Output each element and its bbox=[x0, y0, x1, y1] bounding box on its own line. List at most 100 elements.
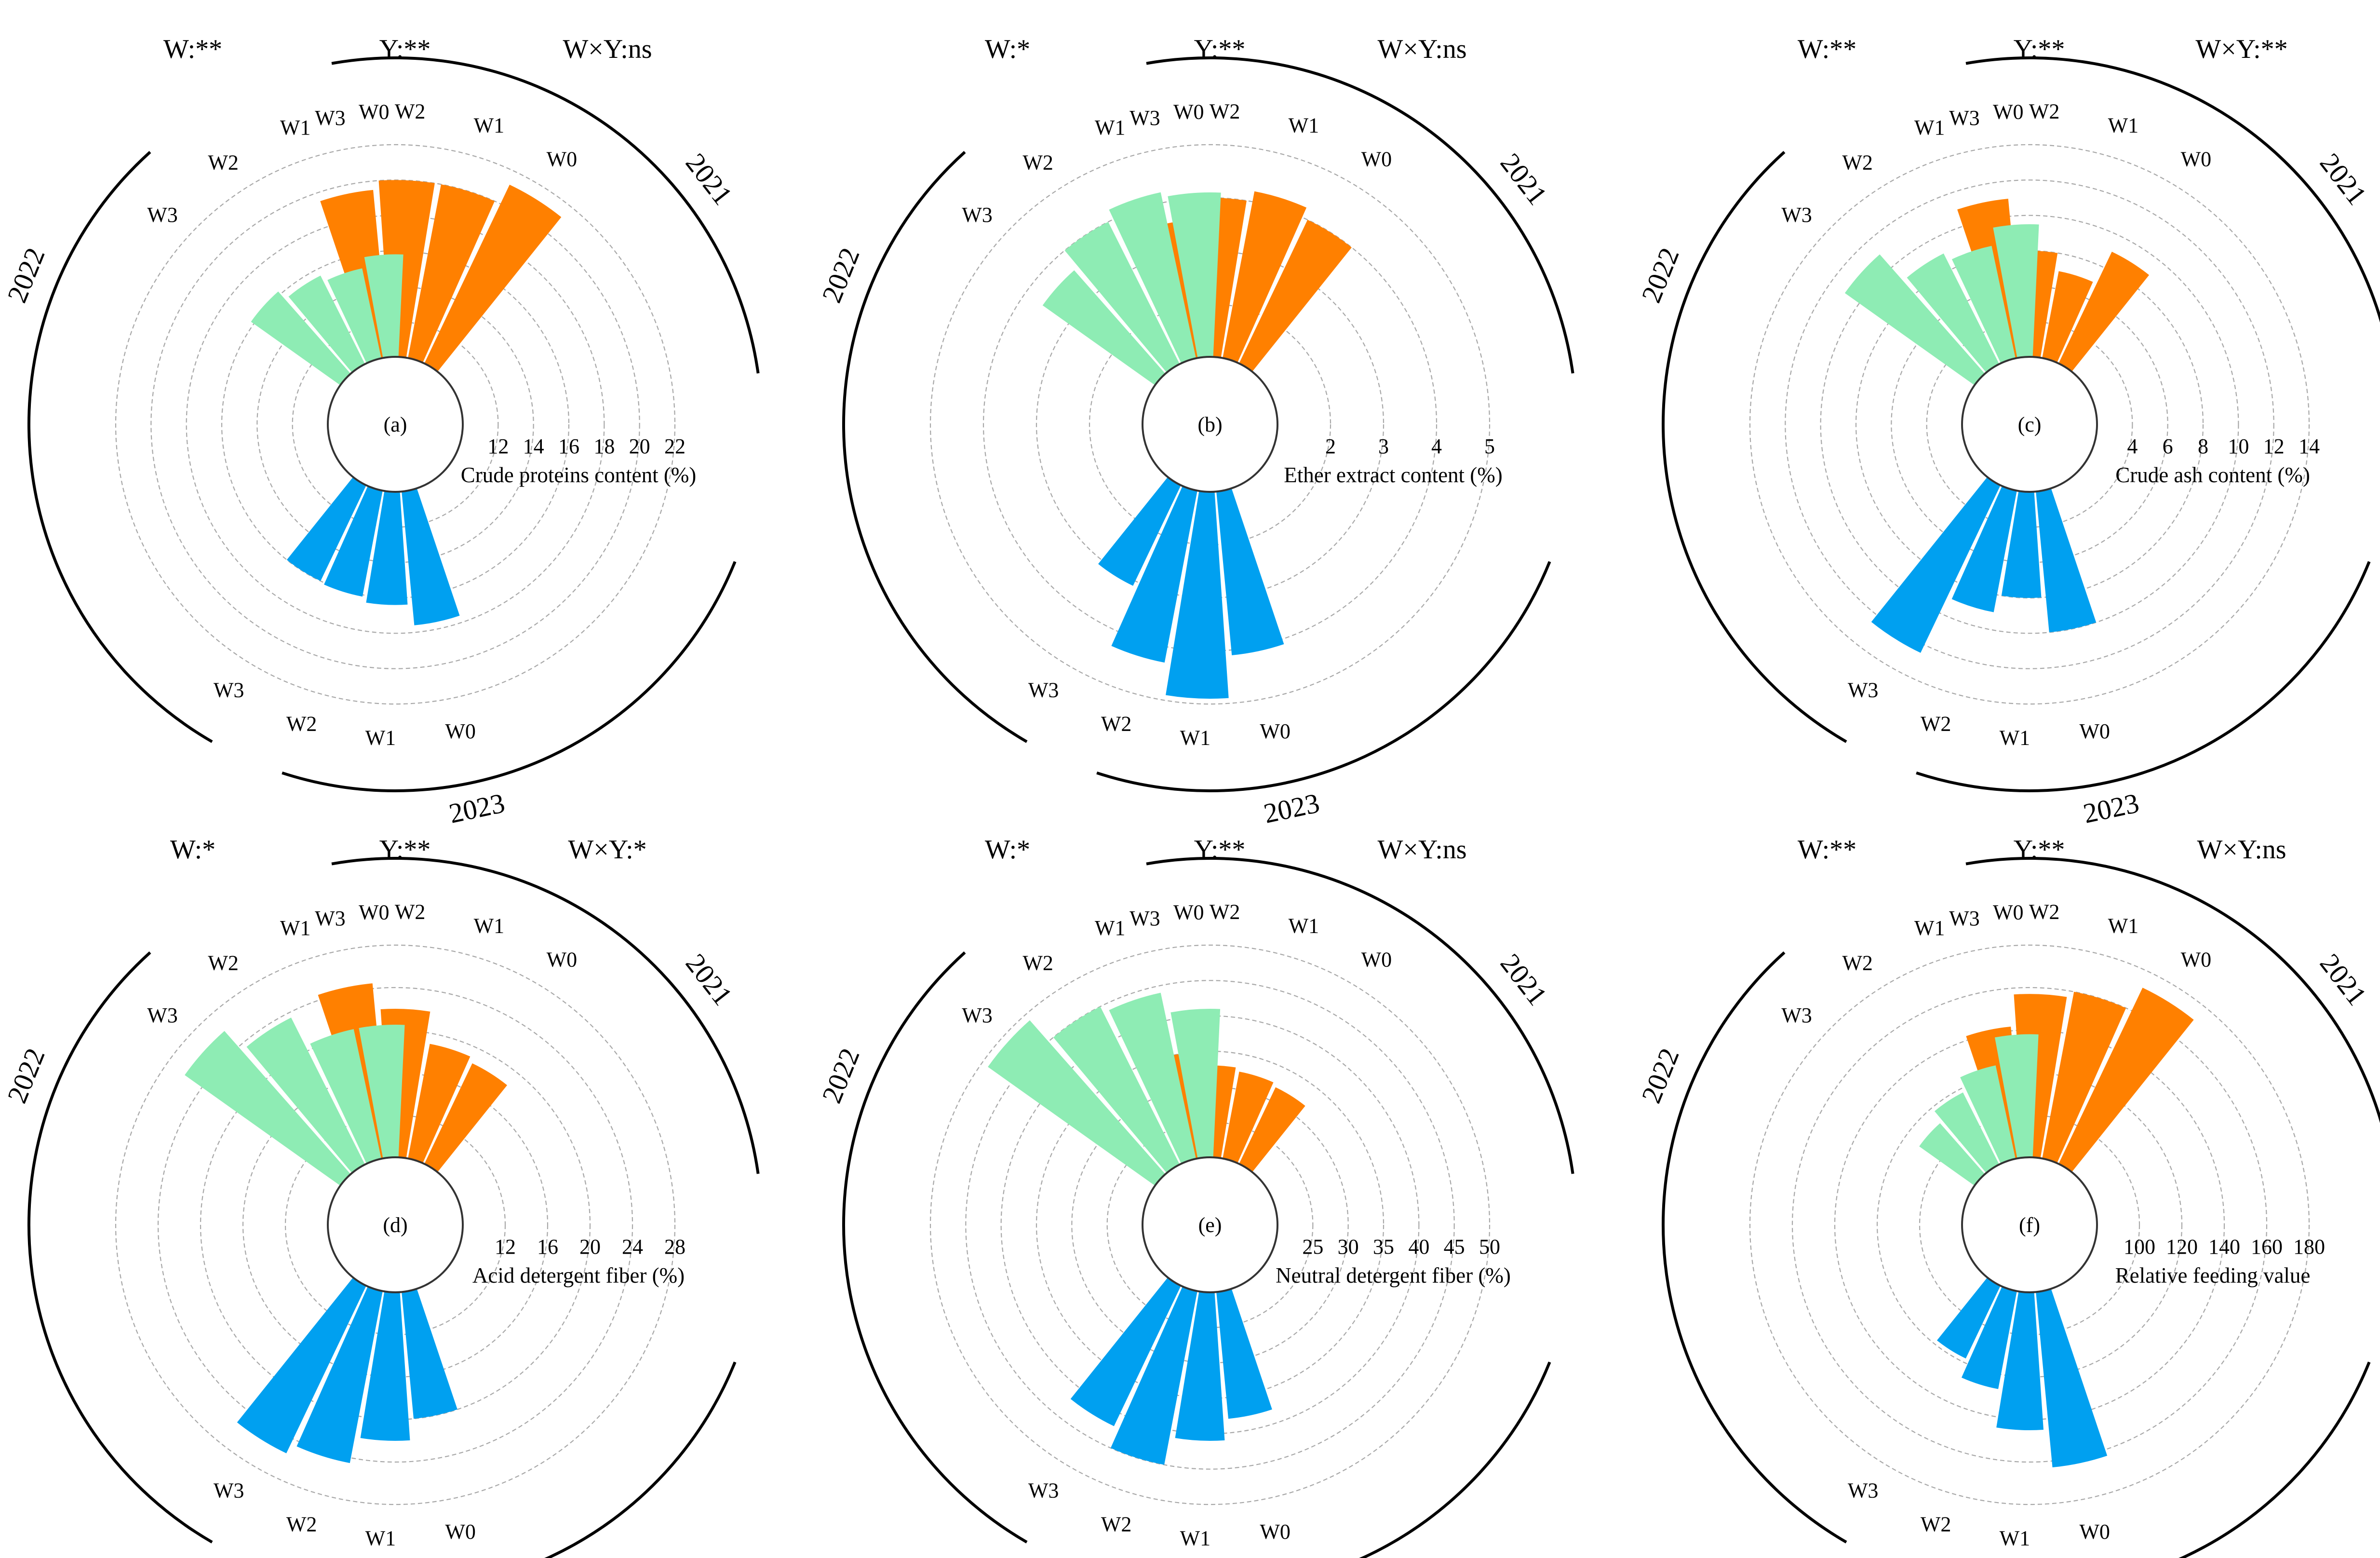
category-label: W3 bbox=[147, 1003, 178, 1027]
bar-2022-W1 bbox=[2001, 491, 2042, 598]
bar-2023-W3 bbox=[185, 1030, 351, 1186]
category-label: W0 bbox=[1260, 1520, 1291, 1544]
bar-2023-W0 bbox=[1994, 1034, 2039, 1159]
radial-tick-label: 4 bbox=[2127, 434, 2138, 458]
panel-label: (b) bbox=[1197, 413, 1222, 436]
radial-tick-label: 14 bbox=[523, 434, 544, 458]
grid-circle bbox=[150, 179, 640, 669]
year-label: 2021 bbox=[1494, 148, 1554, 211]
bar-2023-W1 bbox=[1109, 992, 1196, 1164]
bar-2022-W0 bbox=[1216, 1288, 1272, 1419]
significance-label: Y:** bbox=[2014, 835, 2065, 865]
center-hub bbox=[1961, 356, 2098, 493]
category-label: W0 bbox=[445, 1520, 476, 1544]
year-label: 2022 bbox=[816, 1044, 866, 1108]
bar-2022-W3 bbox=[1070, 1277, 1181, 1426]
bar-2023-W3 bbox=[988, 1020, 1166, 1186]
bar-2022-W2 bbox=[296, 1286, 383, 1463]
category-label: W2 bbox=[208, 151, 239, 175]
category-label: W2 bbox=[2029, 100, 2060, 123]
significance-label: Y:** bbox=[2014, 34, 2065, 64]
year-arc bbox=[1965, 857, 2380, 1124]
year-label: 2022 bbox=[816, 244, 866, 307]
radial-tick-label: 18 bbox=[593, 434, 615, 458]
category-label: W1 bbox=[2000, 726, 2030, 749]
chart-panel: W3 W2 W1 W0 2021 W0 W1 W2 W3 2022 W3 W2 W1 W0 2023 (b) 2… bbox=[816, 34, 1574, 829]
chart-panel: W3W2W1W02021W0W1W2W32022W3W2W1W02023(f)1… bbox=[1635, 835, 2380, 1558]
significance-label: W:** bbox=[163, 34, 222, 64]
significance-label: W:* bbox=[985, 34, 1030, 64]
category-label: W2 bbox=[1842, 151, 1873, 175]
category-label: W0 bbox=[1173, 100, 1204, 124]
bar-2023-W2 bbox=[246, 1017, 365, 1173]
radial-tick-label: 30 bbox=[1338, 1235, 1359, 1259]
radial-tick-label: 4 bbox=[1431, 434, 1442, 458]
year-label: 2021 bbox=[1494, 948, 1554, 1011]
chart-panel: W3W2W1W02021W0W1W2W32022W3W2W1W02023(d)1… bbox=[1, 835, 760, 1558]
category-label: W1 bbox=[2108, 114, 2139, 137]
category-label: W0 bbox=[2079, 719, 2110, 743]
bar-2023-W2 bbox=[1934, 1092, 2000, 1173]
radial-tick-label: 120 bbox=[2166, 1235, 2198, 1259]
category-label: W2 bbox=[395, 100, 426, 123]
radial-tick-label: 100 bbox=[2124, 1235, 2155, 1259]
year-arc bbox=[27, 150, 213, 743]
year-label: 2022 bbox=[1635, 244, 1685, 307]
significance-label: W×Y:** bbox=[2195, 34, 2287, 64]
bar-2022-W3 bbox=[1871, 477, 2001, 653]
category-label: W3 bbox=[962, 1003, 993, 1027]
bar-2023-W3 bbox=[1042, 270, 1166, 385]
category-label: W3 bbox=[1028, 1479, 1059, 1503]
bar-2022-W1 bbox=[366, 491, 408, 605]
year-arc bbox=[1096, 561, 1551, 792]
radial-tick-label: 35 bbox=[1373, 1235, 1394, 1259]
axis-title: Relative feeding value bbox=[2115, 1263, 2311, 1287]
bar-2023-W1 bbox=[1951, 245, 2016, 364]
grid-circle bbox=[1749, 944, 2310, 1505]
radial-tick-label: 6 bbox=[2163, 434, 2173, 458]
axis-title: Crude ash content (%) bbox=[2115, 463, 2310, 487]
axis-title: Ether extract content (%) bbox=[1284, 463, 1503, 487]
category-label: W3 bbox=[214, 1479, 244, 1503]
center-hub bbox=[327, 1156, 464, 1293]
bar-2021-W1 bbox=[2042, 271, 2093, 363]
bar-2022-W3 bbox=[1936, 1277, 2001, 1359]
category-label: W3 bbox=[147, 203, 178, 227]
bar-2022-W0 bbox=[2036, 488, 2097, 633]
grid-circle bbox=[115, 144, 676, 705]
bar-2021-W0 bbox=[2058, 251, 2150, 372]
radial-tick-label: 28 bbox=[664, 1235, 686, 1259]
axis-title: Neutral detergent fiber (%) bbox=[1276, 1263, 1511, 1287]
category-label: W1 bbox=[1914, 916, 1945, 940]
category-label: W0 bbox=[2181, 948, 2212, 971]
category-label: W0 bbox=[1993, 901, 2024, 924]
year-label: 2022 bbox=[1635, 1044, 1685, 1108]
year-arc bbox=[1661, 150, 1847, 743]
year-arc bbox=[1146, 56, 1574, 374]
year-label: 2022 bbox=[1, 1044, 51, 1108]
radial-tick-label: 12 bbox=[495, 1235, 516, 1259]
radial-tick-label: 160 bbox=[2251, 1235, 2283, 1259]
bar-2023-W0 bbox=[1170, 1009, 1221, 1159]
significance-label: W×Y:ns bbox=[1377, 34, 1466, 64]
bar-2023-W0 bbox=[1168, 192, 1221, 358]
axis-title: Crude proteins content (%) bbox=[461, 463, 697, 487]
category-label: W2 bbox=[1101, 1512, 1132, 1536]
significance-label: Y:** bbox=[379, 34, 431, 64]
category-label: W1 bbox=[365, 726, 396, 749]
panel-label: (a) bbox=[384, 413, 407, 436]
year-arc bbox=[842, 150, 1028, 743]
category-label: W2 bbox=[1210, 900, 1240, 924]
grid-circle bbox=[1785, 179, 2274, 669]
category-label: W2 bbox=[286, 712, 317, 735]
category-label: W3 bbox=[315, 907, 346, 930]
radial-tick-label: 20 bbox=[629, 434, 650, 458]
category-label: W0 bbox=[1173, 901, 1204, 924]
bar-2022-W1 bbox=[1996, 1291, 2044, 1430]
bar-2021-W1 bbox=[408, 1043, 471, 1164]
radial-tick-label: 40 bbox=[1408, 1235, 1429, 1259]
year-arc bbox=[842, 951, 1028, 1544]
category-label: W2 bbox=[1022, 151, 1053, 175]
significance-label: W×Y:ns bbox=[563, 34, 652, 64]
category-label: W2 bbox=[395, 900, 426, 924]
